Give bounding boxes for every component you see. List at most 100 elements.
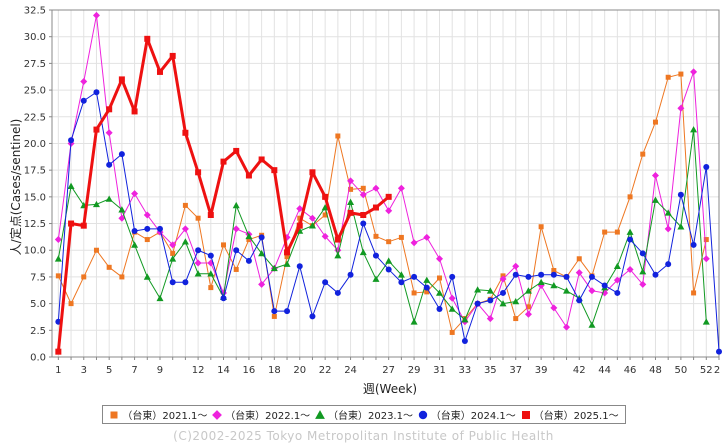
data-point bbox=[359, 191, 367, 199]
data-point bbox=[448, 294, 456, 302]
data-point bbox=[449, 329, 455, 335]
data-point bbox=[246, 237, 252, 243]
data-point bbox=[131, 108, 138, 115]
data-point bbox=[194, 259, 202, 267]
data-point bbox=[232, 225, 240, 233]
data-point bbox=[500, 289, 507, 296]
x-tick-label: 33 bbox=[459, 365, 472, 376]
data-point bbox=[665, 261, 672, 268]
x-tick-label: 24 bbox=[344, 365, 357, 376]
series-line bbox=[57, 129, 707, 326]
data-point bbox=[81, 274, 87, 280]
data-point bbox=[499, 300, 507, 307]
data-point bbox=[271, 313, 277, 319]
data-point bbox=[194, 270, 202, 277]
data-point bbox=[207, 270, 215, 277]
x-tick-label: 35 bbox=[484, 365, 497, 376]
data-point bbox=[372, 184, 380, 192]
data-point bbox=[418, 410, 427, 419]
legend-marker-icon bbox=[315, 409, 325, 419]
data-point bbox=[397, 184, 405, 192]
data-point bbox=[106, 106, 113, 113]
y-tick-label: 20.0 bbox=[24, 139, 46, 150]
data-point bbox=[691, 290, 697, 296]
data-point bbox=[156, 294, 164, 302]
legend-item[interactable]: （台東）2025.1～ bbox=[521, 407, 619, 422]
x-tick-label: 44 bbox=[598, 365, 611, 376]
data-point bbox=[677, 223, 685, 230]
data-point bbox=[665, 74, 671, 80]
data-point bbox=[232, 201, 240, 209]
data-point bbox=[233, 266, 239, 272]
data-point bbox=[652, 119, 658, 125]
data-point bbox=[54, 255, 62, 262]
data-point bbox=[524, 287, 532, 294]
plot-frame bbox=[51, 9, 720, 358]
data-point bbox=[308, 222, 316, 229]
data-point bbox=[601, 289, 609, 297]
data-point bbox=[423, 233, 431, 241]
data-point bbox=[576, 297, 583, 304]
data-point bbox=[207, 211, 214, 218]
data-point bbox=[640, 151, 646, 157]
data-point bbox=[131, 228, 138, 235]
data-point bbox=[486, 287, 494, 294]
legend-item[interactable]: （台東）2024.1～ bbox=[418, 407, 516, 422]
x-axis-ticks: 1 3 5 7 9 12 14 16 18 20 22 24 27 29 31 33 35 37 39 42 44 46 4… bbox=[55, 357, 720, 376]
data-point bbox=[284, 254, 290, 260]
data-point bbox=[639, 250, 646, 257]
legend-item[interactable]: （台東）2022.1～ bbox=[212, 407, 310, 422]
data-point bbox=[347, 209, 354, 216]
data-point bbox=[575, 269, 583, 277]
data-point bbox=[347, 177, 355, 185]
data-point bbox=[335, 133, 341, 139]
data-point bbox=[588, 273, 595, 280]
data-point bbox=[639, 268, 647, 275]
data-point bbox=[118, 206, 126, 213]
data-point bbox=[513, 316, 519, 322]
data-point bbox=[626, 228, 634, 235]
data-point bbox=[550, 271, 557, 278]
y-tick-label: 22.5 bbox=[24, 112, 46, 123]
data-point bbox=[360, 185, 366, 191]
data-point bbox=[588, 287, 596, 295]
data-point bbox=[614, 289, 621, 296]
data-point bbox=[182, 129, 189, 136]
legend-item[interactable]: （台東）2023.1～ bbox=[315, 407, 413, 422]
data-point bbox=[550, 281, 558, 289]
x-tick-label: 42 bbox=[573, 365, 586, 376]
data-point bbox=[284, 249, 291, 256]
data-point bbox=[296, 263, 303, 270]
chart-svg: 0.0 2.5 5.0 7.5 10.0 12.5 15.0 17.5 20.0 22.5 25.0… bbox=[8, 6, 722, 396]
y-tick-label: 12.5 bbox=[24, 219, 46, 230]
data-point bbox=[703, 237, 709, 243]
data-point bbox=[385, 207, 393, 215]
data-point bbox=[563, 273, 570, 280]
data-point bbox=[93, 89, 100, 96]
legend-item[interactable]: （台東）2021.1～ bbox=[109, 407, 207, 422]
series-4 bbox=[55, 89, 722, 355]
data-point bbox=[360, 220, 367, 227]
data-point bbox=[512, 271, 519, 278]
data-point bbox=[411, 273, 418, 280]
data-point bbox=[372, 275, 380, 282]
data-point bbox=[690, 126, 698, 133]
data-point bbox=[334, 236, 341, 243]
data-point bbox=[67, 182, 75, 189]
data-point bbox=[93, 126, 100, 133]
data-point bbox=[487, 297, 494, 304]
data-point bbox=[424, 289, 430, 295]
data-point bbox=[92, 11, 100, 19]
data-point bbox=[212, 409, 223, 420]
x-tick-label: 1 bbox=[55, 365, 61, 376]
legend-label: （台東）2022.1～ bbox=[225, 411, 311, 422]
series-group bbox=[54, 11, 722, 355]
data-point bbox=[613, 262, 621, 270]
data-point bbox=[105, 129, 113, 137]
data-point bbox=[651, 196, 659, 203]
data-point bbox=[448, 305, 456, 312]
data-point bbox=[664, 209, 672, 216]
x-tick-label: 5 bbox=[106, 365, 112, 376]
x-tick-label: 14 bbox=[217, 365, 230, 376]
data-point bbox=[245, 232, 253, 240]
